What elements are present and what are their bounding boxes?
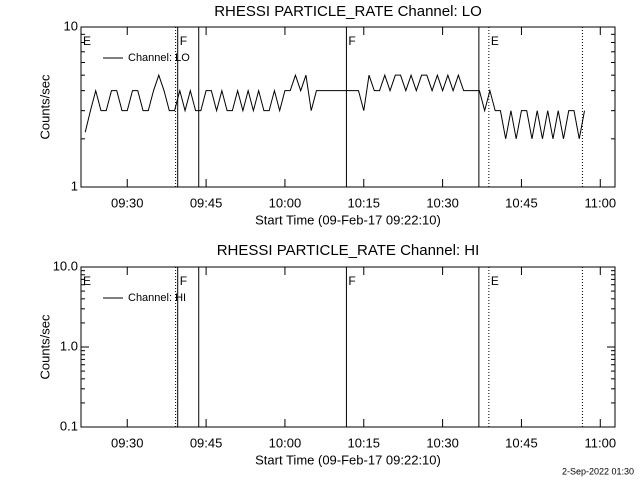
x-axis-label: Start Time (09-Feb-17 09:22:10) [255,452,441,467]
x-tick-label: 11:00 [584,195,616,210]
flag-label: E [491,34,499,48]
y-axis-label: Counts/sec [37,74,52,140]
footer: 2-Sep-2022 01:30 [562,466,634,476]
y-axis-label: Counts/sec [37,314,52,380]
x-tick-label: 09:30 [111,195,144,210]
flag-label: F [180,34,187,48]
x-tick-label: 10:15 [347,195,380,210]
flag-label: F [348,34,355,48]
x-tick-label: 09:45 [190,435,223,450]
y-tick-label: 10 [64,18,78,33]
x-tick-label: 10:45 [505,435,538,450]
y-tick-label: 0.1 [60,418,78,433]
x-tick-label: 11:00 [584,435,616,450]
flag-label: F [348,274,355,288]
x-tick-label: 10:00 [269,195,302,210]
chart-title: RHESSI PARTICLE_RATE Channel: LO [214,3,482,20]
x-tick-label: 10:45 [505,195,538,210]
legend-label: Channel: LO [128,52,190,64]
chart-title: RHESSI PARTICLE_RATE Channel: HI [217,242,480,259]
y-tick-label: 1 [71,178,78,193]
flag-label: E [83,274,91,288]
x-axis-label: Start Time (09-Feb-17 09:22:10) [255,212,441,227]
plot-frame [80,26,616,188]
legend-label: Channel: HI [128,292,186,304]
x-tick-label: 10:00 [269,435,302,450]
x-tick-label: 09:45 [190,195,223,210]
y-tick-label: 1.0 [60,338,78,353]
x-tick-label: 10:15 [347,435,380,450]
x-tick-label: 10:30 [426,195,459,210]
flag-label: F [180,274,187,288]
y-tick-label: 10.0 [53,258,78,273]
flag-label: E [491,274,499,288]
data-line [84,73,586,139]
x-tick-label: 10:30 [426,435,459,450]
x-tick-label: 09:30 [111,435,144,450]
flag-label: E [83,34,91,48]
